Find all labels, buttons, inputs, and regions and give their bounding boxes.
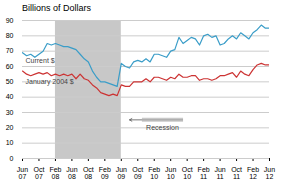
svg-text:40: 40 [6, 93, 14, 100]
svg-text:Jun11: Jun11 [214, 166, 225, 180]
svg-text:Jun09: Jun09 [116, 166, 127, 180]
svg-text:Current $: Current $ [26, 57, 55, 64]
svg-text:50: 50 [6, 78, 14, 85]
svg-text:Oct09: Oct09 [132, 166, 143, 180]
svg-text:90: 90 [6, 17, 14, 24]
svg-text:Oct11: Oct11 [231, 166, 242, 180]
svg-text:Oct08: Oct08 [83, 166, 94, 180]
svg-text:Jun08: Jun08 [66, 166, 77, 180]
svg-text:Oct07: Oct07 [34, 166, 45, 180]
svg-text:January 2004 $: January 2004 $ [26, 78, 74, 86]
svg-text:20: 20 [6, 124, 14, 131]
svg-text:80: 80 [6, 32, 14, 39]
svg-text:10: 10 [6, 139, 14, 146]
svg-text:Jun12: Jun12 [264, 166, 275, 180]
svg-text:Feb09: Feb09 [99, 166, 111, 180]
svg-text:Feb08: Feb08 [49, 166, 61, 180]
html-text:Billions of Dollars: Billions of Dollars [22, 3, 91, 13]
svg-text:60: 60 [6, 63, 14, 70]
svg-text:Recession: Recession [146, 124, 179, 131]
svg-text:Jun10: Jun10 [165, 166, 176, 180]
svg-text:Jun07: Jun07 [17, 166, 28, 180]
svg-text:70: 70 [6, 47, 14, 54]
svg-text:0: 0 [10, 155, 14, 162]
svg-text:30: 30 [6, 109, 14, 116]
svg-text:Feb10: Feb10 [148, 166, 160, 180]
svg-text:Oct10: Oct10 [182, 166, 193, 180]
svg-text:Feb12: Feb12 [247, 166, 259, 180]
svg-text:Feb11: Feb11 [198, 166, 210, 180]
